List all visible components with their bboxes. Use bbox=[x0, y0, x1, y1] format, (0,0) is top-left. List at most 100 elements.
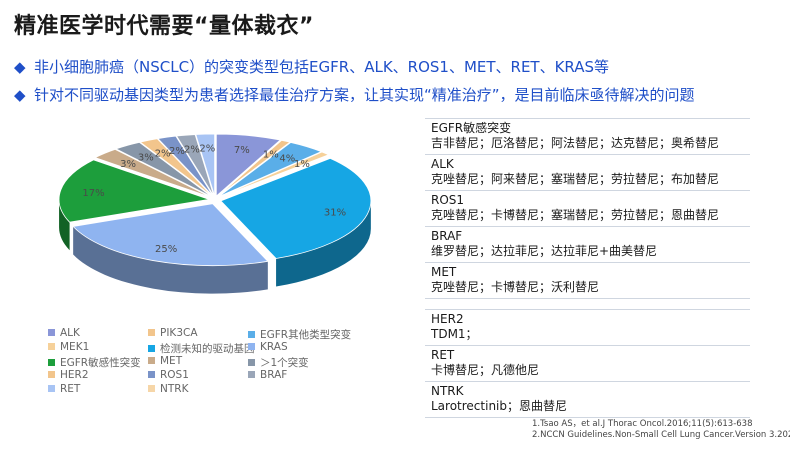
pie-slice-MEK1 bbox=[219, 151, 330, 198]
pie-chart-svg: 7% 1% 4%1%31%25%17%3%3% 2%2% 2% 2% bbox=[58, 133, 372, 294]
bullet-mutation-types: ◆ 非小细胞肺癌（NSCLC）的突变类型包括EGFR、ALK、ROS1、MET、R… bbox=[14, 56, 609, 77]
legend-label: PIK3CA bbox=[160, 327, 198, 339]
legend-swatch bbox=[248, 358, 255, 366]
legend-label: RET bbox=[60, 383, 81, 395]
legend-item: MEK1 bbox=[48, 341, 89, 353]
target-box-her2: HER2 TDM1； bbox=[425, 310, 750, 346]
legend-swatch bbox=[48, 342, 55, 350]
bullet-text: 非小细胞肺癌（NSCLC）的突变类型包括EGFR、ALK、ROS1、MET、RE… bbox=[34, 58, 610, 76]
pie-data-label: 3% bbox=[120, 159, 136, 170]
target-group-secondary: HER2 TDM1； RET 卡博替尼；凡德他尼 NTRK Larotrectinib；恩… bbox=[425, 309, 750, 418]
title-bar: 精准医学时代需要“量体裁衣” bbox=[0, 0, 790, 40]
legend-label: BRAF bbox=[260, 369, 288, 381]
target-name: NTRK bbox=[431, 384, 464, 398]
legend-swatch bbox=[148, 344, 155, 352]
legend-swatch bbox=[148, 384, 155, 392]
pie-slice-RET bbox=[195, 133, 216, 197]
pie-side-EGFR敏感性突变 bbox=[59, 199, 70, 251]
legend-item: EGFR敏感性突变 bbox=[48, 355, 141, 370]
target-box-braf: BRAF 维罗替尼；达拉菲尼；达拉菲尼+曲美替尼 bbox=[425, 227, 750, 263]
reference-item: 1.Tsao AS，et al.J Thorac Oncol.2016;11(5… bbox=[532, 419, 753, 429]
pie-side-检测未知的驱动基因 bbox=[276, 200, 371, 287]
pie-data-label: 2% bbox=[169, 146, 185, 157]
target-box-alk: ALK 克唑替尼；阿来替尼；塞瑞替尼；劳拉替尼；布加替尼 bbox=[425, 155, 750, 191]
pie-slice-检测未知的驱动基因 bbox=[220, 157, 372, 259]
legend-label: ROS1 bbox=[160, 369, 189, 381]
target-name: EGFR敏感突变 bbox=[431, 121, 512, 135]
legend-item: ALK bbox=[48, 327, 80, 339]
pie-side-KRAS bbox=[73, 226, 268, 294]
target-drugs: Larotrectinib；恩曲替尼 bbox=[431, 399, 568, 413]
target-drugs: 维罗替尼；达拉菲尼；达拉菲尼+曲美替尼 bbox=[431, 244, 658, 258]
target-name: ALK bbox=[431, 157, 454, 171]
legend-item: 检测未知的驱动基因 bbox=[148, 341, 255, 356]
legend-label: EGFR其他类型突变 bbox=[260, 329, 352, 341]
pie-slice-HER2 bbox=[139, 138, 213, 197]
legend-label: HER2 bbox=[60, 369, 89, 381]
target-name: HER2 bbox=[431, 312, 464, 326]
legend-label: ＞1个突变 bbox=[260, 357, 309, 369]
pie-data-label: 7% bbox=[234, 145, 250, 156]
references: 1.Tsao AS，et al.J Thorac Oncol.2016;11(5… bbox=[532, 419, 790, 441]
legend-swatch bbox=[148, 328, 155, 336]
target-name: RET bbox=[431, 348, 455, 362]
legend-swatch bbox=[48, 328, 55, 336]
pie-slice-MET bbox=[94, 148, 211, 198]
legend-label: MET bbox=[160, 355, 183, 367]
pie-data-label: 1% bbox=[263, 149, 279, 160]
legend-swatch bbox=[48, 370, 55, 378]
legend-swatch bbox=[148, 370, 155, 378]
legend-item: RET bbox=[48, 383, 80, 395]
pie-data-label: 2% bbox=[184, 145, 200, 156]
target-name: BRAF bbox=[431, 229, 463, 243]
diamond-bullet-icon: ◆ bbox=[14, 86, 26, 104]
legend-item: EGFR其他类型突变 bbox=[248, 327, 351, 342]
legend-swatch bbox=[248, 370, 255, 378]
target-name: ROS1 bbox=[431, 193, 465, 207]
chart-legend: ALK PIK3CA EGFR其他类型突变 MEK1 检测未知的驱动基因 KRAS EGFR… bbox=[20, 327, 410, 397]
target-box-ros1: ROS1 克唑替尼；卡博替尼；塞瑞替尼；劳拉替尼；恩曲替尼 bbox=[425, 191, 750, 227]
legend-swatch bbox=[148, 356, 155, 364]
target-group-primary: EGFR敏感突变 吉非替尼；厄洛替尼；阿法替尼；达克替尼；奥希替尼 ALK 克唑替尼；… bbox=[425, 118, 750, 299]
target-drugs: 克唑替尼；卡博替尼；沃利替尼 bbox=[431, 280, 600, 294]
legend-label: KRAS bbox=[260, 341, 288, 353]
pie-data-label: 31% bbox=[324, 207, 346, 218]
target-box-met: MET 克唑替尼；卡博替尼；沃利替尼 bbox=[425, 263, 750, 298]
pie-labels: 7% 1% 4%1%31%25%17%3%3% 2%2% 2% 2% bbox=[82, 144, 346, 255]
bullet-text: 针对不同驱动基因类型为患者选择最佳治疗方案，让其实现“精准治疗”，是目前临床亟待… bbox=[34, 86, 695, 104]
legend-label: MEK1 bbox=[60, 341, 90, 353]
page-title: 精准医学时代需要“量体裁衣” bbox=[14, 14, 314, 39]
target-name: MET bbox=[431, 265, 457, 279]
pie-chart: 7% 1% 4% 1% 31% 25% 17% 3% 3% 2% 2% 2% 2% bbox=[20, 118, 410, 438]
pie-data-label: 25% bbox=[155, 244, 177, 255]
bullet-precision-treatment: ◆ 针对不同驱动基因类型为患者选择最佳治疗方案，让其实现“精准治疗”，是目前临床亟… bbox=[14, 84, 695, 105]
pie-slice-EGFR敏感性突变 bbox=[58, 159, 210, 223]
pie-data-label: 1% bbox=[294, 159, 310, 170]
target-drugs: 克唑替尼；阿来替尼；塞瑞替尼；劳拉替尼；布加替尼 bbox=[431, 172, 720, 186]
target-box-ret: RET 卡博替尼；凡德他尼 bbox=[425, 346, 750, 382]
pie-slice-EGFR其他类型突变 bbox=[218, 142, 323, 198]
pie-slice-＞1个突变 bbox=[114, 141, 212, 198]
legend-item: MET bbox=[148, 355, 182, 367]
pie-slice-ALK bbox=[215, 133, 282, 197]
pie-slice-KRAS bbox=[72, 203, 269, 267]
pie-data-label: 2% bbox=[199, 144, 215, 155]
legend-label: ALK bbox=[60, 327, 80, 339]
targeted-drug-panel: EGFR敏感突变 吉非替尼；厄洛替尼；阿法替尼；达克替尼；奥希替尼 ALK 克唑替尼；… bbox=[425, 118, 750, 418]
target-box-egfr-: EGFR敏感突变 吉非替尼；厄洛替尼；阿法替尼；达克替尼；奥希替尼 bbox=[425, 119, 750, 155]
pie-slice-PIK3CA bbox=[217, 139, 291, 197]
pie-data-label: 17% bbox=[82, 188, 104, 199]
legend-item: NTRK bbox=[148, 383, 188, 395]
legend-swatch bbox=[248, 330, 255, 338]
pie-tops bbox=[58, 133, 372, 267]
legend-item: BRAF bbox=[248, 369, 287, 381]
target-box-ntrk: NTRK Larotrectinib；恩曲替尼 bbox=[425, 382, 750, 417]
legend-item: KRAS bbox=[248, 341, 288, 353]
legend-item: ROS1 bbox=[148, 369, 189, 381]
target-drugs: 克唑替尼；卡博替尼；塞瑞替尼；劳拉替尼；恩曲替尼 bbox=[431, 208, 720, 222]
reference-item: 2.NCCN Guidelines.Non-Small Cell Lung Ca… bbox=[532, 430, 790, 440]
legend-label: NTRK bbox=[160, 383, 189, 395]
pie-slice-ROS1 bbox=[157, 135, 214, 197]
legend-item: ＞1个突变 bbox=[248, 355, 309, 370]
target-drugs: 吉非替尼；厄洛替尼；阿法替尼；达克替尼；奥希替尼 bbox=[431, 136, 720, 150]
